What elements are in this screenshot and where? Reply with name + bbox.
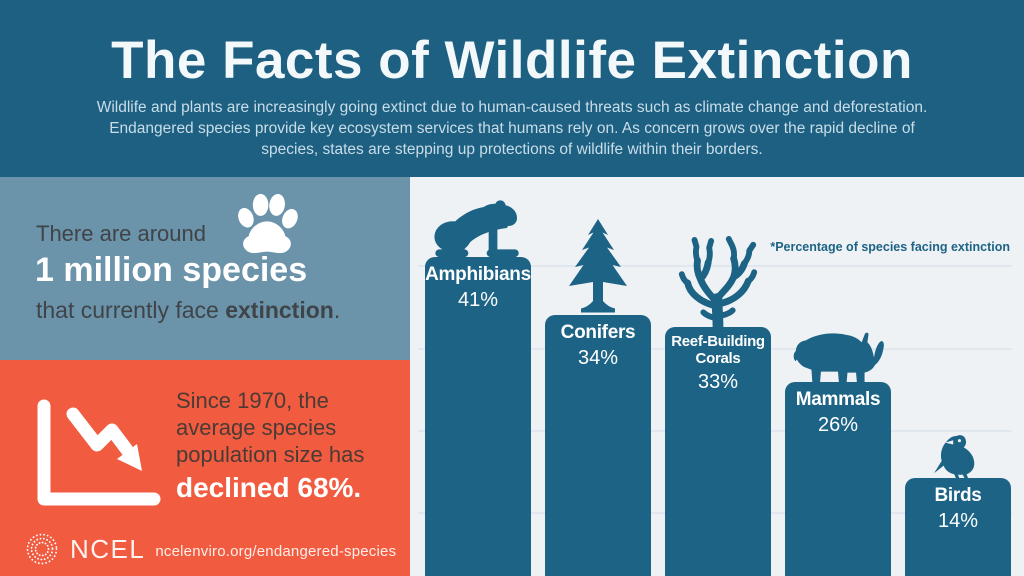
million-species-panel: There are around 1 million species that … — [0, 177, 410, 360]
coral-icon — [673, 234, 763, 329]
bar-value: 34% — [577, 347, 619, 370]
bar-amphibians: Amphibians 41% — [425, 200, 531, 576]
bar-value: 33% — [697, 370, 739, 393]
page-title: The Facts of Wildlife Extinction — [111, 31, 913, 90]
org-name: NCEL — [70, 533, 146, 564]
rhino-icon — [787, 329, 889, 384]
bar-label: Conifers — [560, 322, 636, 343]
decline-panel: Since 1970, the average species populati… — [0, 360, 410, 576]
conifer-tree-icon — [561, 219, 635, 317]
footer: NCEL ncelenviro.org/endangered-species — [24, 531, 396, 567]
frog-icon — [427, 197, 529, 259]
page-subtitle: Wildlife and plants are increasingly goi… — [96, 99, 928, 158]
declining-trend-icon — [33, 396, 165, 512]
bar-corals: Reef-Building Corals 33% — [665, 236, 771, 576]
fact-intro: There are around — [36, 221, 206, 246]
bar-label: Birds — [934, 485, 982, 506]
bar-conifers: Conifers 34% — [545, 219, 651, 576]
bar-label: Amphibians — [425, 264, 531, 285]
bar-value: 14% — [937, 510, 979, 533]
decline-text: Since 1970, the average species populati… — [176, 388, 365, 467]
fact-highlight: 1 million species — [35, 251, 308, 289]
chart-panel: *Percentage of species facing extinction… — [410, 177, 1024, 576]
decline-highlight: declined 68%. — [176, 472, 362, 503]
ncel-logo-icon — [24, 531, 60, 567]
bar-value: 41% — [457, 289, 499, 312]
paw-icon — [230, 193, 304, 259]
bar-label: Reef-Building Corals — [671, 333, 765, 367]
bird-icon — [933, 434, 983, 480]
fact-outro: that currently face extinction. — [36, 297, 341, 323]
header: The Facts of Wildlife Extinction Wildlif… — [0, 0, 1024, 177]
site-url: ncelenviro.org/endangered-species — [155, 542, 397, 560]
bar-mammals: Mammals 26% — [785, 332, 891, 576]
bar-value: 26% — [817, 414, 859, 437]
bar-label: Mammals — [795, 389, 881, 410]
gridline — [418, 265, 1012, 267]
chart-note: *Percentage of species facing extinction — [770, 240, 1010, 254]
bar-birds: Birds 14% — [905, 435, 1011, 576]
